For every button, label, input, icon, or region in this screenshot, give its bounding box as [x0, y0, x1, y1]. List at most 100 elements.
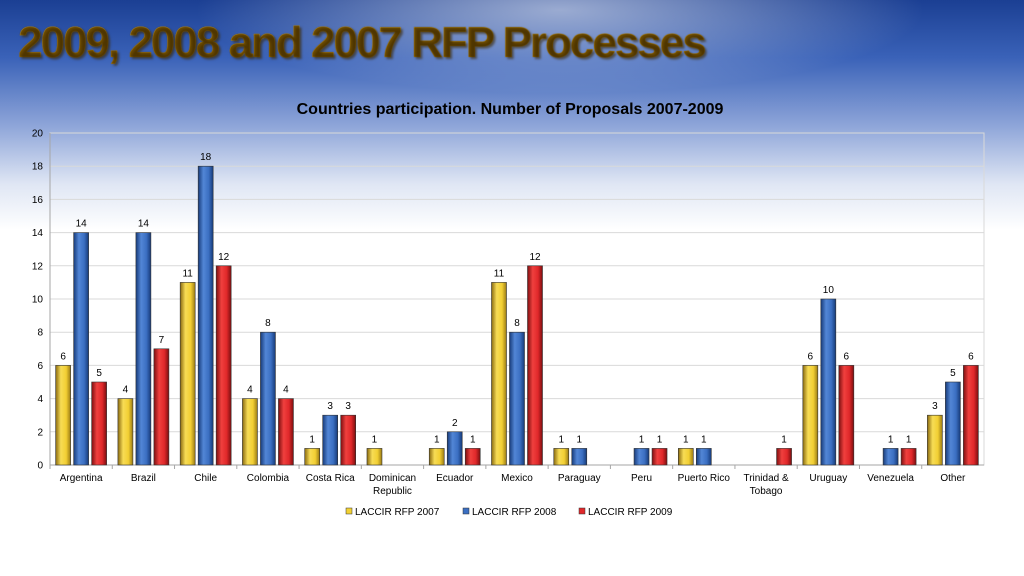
bar-laccir-rfp-2007-ecuador	[428, 448, 445, 466]
x-category-label: Venezuela	[867, 473, 914, 484]
bars	[55, 165, 979, 466]
bar-laccir-rfp-2009-mexico	[527, 265, 543, 466]
legend-label: LACCIR RFP 2009	[588, 507, 673, 518]
bar-laccir-rfp-2007-other	[927, 414, 943, 466]
y-tick-label: 0	[37, 461, 43, 472]
bar-laccir-rfp-2007-dominican-republic	[366, 448, 383, 466]
data-label: 12	[218, 252, 230, 263]
data-label: 1	[639, 434, 645, 445]
bar-laccir-rfp-2009-uruguay	[838, 365, 855, 466]
data-label: 10	[823, 285, 835, 296]
data-label: 3	[327, 401, 333, 412]
bar-laccir-rfp-2009-venezuela	[900, 448, 917, 466]
bar-laccir-rfp-2008-paraguay	[571, 448, 588, 466]
x-category-label: Colombia	[247, 473, 290, 484]
x-category-label: Mexico	[501, 473, 533, 484]
y-tick-label: 10	[32, 295, 44, 306]
bar-laccir-rfp-2008-chile	[197, 165, 214, 466]
bar-laccir-rfp-2007-brazil	[117, 398, 134, 466]
y-tick-label: 14	[32, 228, 44, 239]
data-label: 2	[452, 418, 458, 429]
x-category-label: Costa Rica	[306, 473, 355, 484]
data-label: 1	[434, 434, 440, 445]
y-tick-label: 4	[37, 394, 43, 405]
data-label: 4	[283, 385, 289, 396]
data-label: 5	[950, 368, 956, 379]
y-tick-label: 12	[32, 261, 44, 272]
data-label: 1	[906, 434, 912, 445]
data-label: 6	[844, 351, 850, 362]
bar-laccir-rfp-2007-puerto-rico	[677, 448, 694, 466]
slide-title: 2009, 2008 and 2007 RFP Processes	[18, 18, 707, 67]
data-label: 6	[60, 351, 66, 362]
bar-laccir-rfp-2008-puerto-rico	[695, 448, 712, 466]
x-category-label: Paraguay	[558, 473, 601, 484]
x-category-label: Other	[940, 473, 966, 484]
x-category-label: Puerto Rico	[678, 473, 731, 484]
header-banner	[0, 0, 1024, 230]
bar-laccir-rfp-2008-peru	[633, 448, 650, 466]
data-label: 11	[494, 268, 505, 279]
bar-laccir-rfp-2008-uruguay	[820, 298, 837, 466]
legend-swatch	[462, 507, 470, 515]
data-label: 4	[123, 385, 129, 396]
x-category-label: Ecuador	[436, 473, 474, 484]
bar-laccir-rfp-2008-other	[945, 381, 961, 466]
data-label: 14	[138, 219, 150, 230]
data-label: 6	[968, 351, 974, 362]
bar-laccir-rfp-2009-peru	[651, 448, 668, 466]
bar-laccir-rfp-2007-chile	[179, 282, 196, 466]
x-category-label: Trinidad & Tobago	[743, 473, 789, 497]
data-label: 5	[96, 368, 102, 379]
x-category-label: Argentina	[60, 473, 103, 484]
data-label: 4	[247, 385, 253, 396]
data-label: 1	[470, 434, 476, 445]
x-category-label: Brazil	[131, 473, 156, 484]
legend-label: LACCIR RFP 2007	[355, 507, 440, 518]
data-label: 1	[309, 434, 315, 445]
data-label: 1	[781, 434, 787, 445]
x-category-label: Uruguay	[809, 473, 847, 484]
data-label: 1	[576, 434, 582, 445]
x-category-label: Dominican Republic	[369, 473, 416, 497]
data-label: 1	[657, 434, 663, 445]
bar-laccir-rfp-2008-brazil	[135, 232, 152, 466]
bar-laccir-rfp-2007-costa-rica	[304, 448, 321, 466]
bar-laccir-rfp-2008-colombia	[260, 331, 276, 466]
bar-laccir-rfp-2009-brazil	[153, 348, 170, 466]
data-label: 8	[265, 318, 271, 329]
bar-laccir-rfp-2009-ecuador	[464, 448, 481, 466]
data-label: 8	[514, 318, 520, 329]
x-category-label: Peru	[631, 473, 652, 484]
data-label: 3	[932, 401, 938, 412]
data-label: 1	[701, 434, 707, 445]
bar-laccir-rfp-2009-colombia	[278, 398, 294, 466]
y-tick-label: 20	[32, 129, 44, 140]
chart-title: Countries participation. Number of Propo…	[297, 101, 724, 118]
data-label: 3	[345, 401, 351, 412]
bar-laccir-rfp-2007-colombia	[242, 398, 258, 466]
data-label: 11	[182, 268, 193, 279]
bar-laccir-rfp-2008-mexico	[509, 331, 525, 466]
bar-laccir-rfp-2008-ecuador	[446, 431, 463, 466]
data-label: 12	[529, 252, 541, 263]
data-label: 1	[888, 434, 894, 445]
bar-laccir-rfp-2009-trinidad-tobago	[776, 448, 792, 466]
data-label: 18	[200, 152, 212, 163]
data-label: 1	[683, 434, 689, 445]
x-category-label: Chile	[194, 473, 217, 484]
legend-swatch	[578, 507, 586, 515]
y-tick-label: 8	[37, 328, 43, 339]
bar-laccir-rfp-2007-uruguay	[802, 365, 819, 466]
legend: LACCIR RFP 2007 LACCIR RFP 2008 LACCIR RFP…	[345, 507, 673, 518]
legend-swatch	[345, 507, 353, 515]
bar-laccir-rfp-2009-chile	[215, 265, 232, 466]
bar-laccir-rfp-2007-mexico	[491, 282, 507, 466]
y-tick-label: 16	[32, 195, 44, 206]
legend-label: LACCIR RFP 2008	[472, 507, 557, 518]
bar-laccir-rfp-2009-argentina	[91, 381, 107, 466]
bar-laccir-rfp-2009-costa-rica	[340, 414, 357, 466]
data-label: 6	[808, 351, 814, 362]
